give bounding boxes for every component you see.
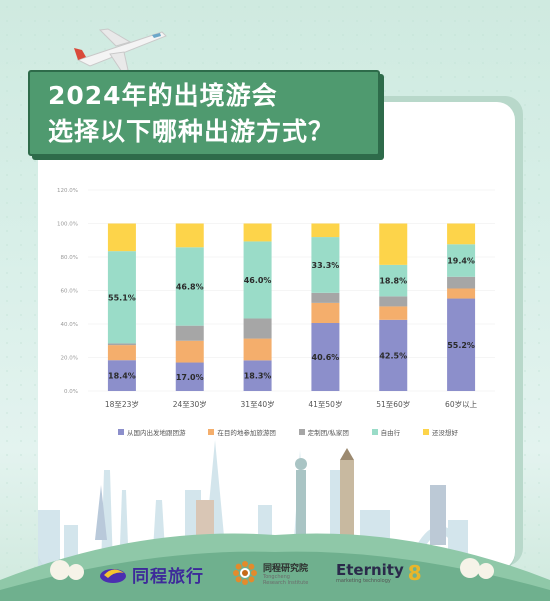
legend-item: 还没想好 [422, 427, 458, 437]
institute-name: 同程研究院 [263, 563, 309, 574]
data-label: 42.5% [379, 351, 407, 360]
bar-segment [447, 223, 476, 245]
legend-item: 在目的地参加旅游团 [208, 427, 276, 437]
bar-segment [175, 325, 204, 341]
eternity-logo: Eternity marketing technology 8 [336, 561, 422, 585]
bar-segment [311, 292, 340, 303]
bar-segment [107, 343, 136, 346]
legend-item: 定制团/私家团 [298, 427, 349, 437]
tongcheng-logo: 同程旅行 [98, 562, 204, 587]
bar-segment [243, 318, 272, 339]
bar-segment [175, 340, 204, 363]
bar-segment [107, 223, 136, 252]
bar-segment [107, 360, 136, 391]
legend-label: 在目的地参加旅游团 [217, 429, 276, 437]
x-tick-label: 41至50岁 [308, 399, 342, 409]
legend-label: 自由行 [380, 429, 401, 437]
bar-segment [243, 360, 272, 391]
data-label: 18.4% [108, 372, 136, 381]
bar-segment [379, 319, 408, 391]
data-label: 33.3% [312, 261, 340, 270]
bar-segment [447, 298, 476, 391]
eternity-mark: 8 [407, 561, 422, 585]
y-tick-label: 100.0% [57, 222, 78, 228]
bar-segment [243, 338, 272, 361]
data-label: 46.0% [244, 276, 272, 285]
bar-segment [447, 244, 476, 277]
data-label: 18.8% [379, 277, 407, 286]
x-tick-label: 51至60岁 [376, 399, 410, 409]
bar-segment [311, 223, 340, 238]
eternity-subtitle: marketing technology [336, 578, 391, 584]
title-line-1: 2024年的出境游会 [48, 81, 278, 110]
x-tick-label: 24至30岁 [173, 399, 207, 409]
x-tick-label: 60岁以上 [445, 399, 478, 409]
bar-segment [447, 288, 476, 299]
legend-swatch [298, 429, 305, 435]
page-title: 2024年的出境游会 选择以下哪种出游方式？ [28, 70, 380, 156]
title-line-2: 选择以下哪种出游方式？ [48, 117, 335, 146]
bar-segment [107, 251, 136, 344]
y-tick-label: 80.0% [61, 255, 78, 261]
x-tick-label: 18至23岁 [105, 399, 139, 409]
legend-item: 从国内出发地跟团游 [118, 427, 186, 437]
bar-segment [107, 345, 136, 361]
y-tick-label: 20.0% [61, 356, 78, 362]
bar-segment [311, 237, 340, 293]
sunflower-icon [233, 561, 257, 585]
bar-segment [175, 247, 204, 326]
legend-label: 定制团/私家团 [307, 429, 349, 437]
bar-segment [311, 302, 340, 323]
data-label: 17.0% [176, 373, 204, 382]
tongcheng-logo-icon [100, 568, 126, 583]
eternity-name: Eternity [336, 561, 404, 579]
y-tick-label: 120.0% [57, 188, 78, 194]
legend-swatch [422, 429, 429, 435]
bar-segment [379, 306, 408, 320]
bar-segment [379, 296, 408, 307]
bar-segment [311, 322, 340, 391]
y-tick-label: 60.0% [61, 289, 78, 295]
legend-label: 从国内出发地跟团游 [127, 429, 186, 437]
data-label: 46.8% [176, 282, 204, 291]
research-institute-logo: 同程研究院 Tongcheng Research Institute [232, 560, 308, 586]
landmarks-illustration [0, 440, 550, 601]
institute-en-2: Research Institute [263, 579, 309, 586]
tongcheng-logo-text: 同程旅行 [132, 567, 204, 587]
airplane-icon [74, 28, 167, 73]
legend-swatch [118, 429, 124, 435]
x-tick-label: 31至40岁 [241, 399, 275, 409]
bar-segment [243, 241, 272, 319]
data-label: 18.3% [244, 372, 272, 381]
y-tick-label: 40.0% [61, 322, 78, 328]
y-tick-label: 0.0% [64, 389, 78, 395]
data-label: 40.6% [312, 353, 340, 362]
legend-item: 自由行 [371, 427, 401, 437]
data-label: 55.1% [108, 293, 136, 302]
bar-segment [175, 362, 204, 391]
data-label: 19.4% [447, 257, 475, 266]
data-label: 55.2% [447, 341, 475, 350]
bar-segment [379, 223, 408, 265]
bar-segment [379, 264, 408, 297]
legend-label: 还没想好 [431, 429, 458, 437]
chart-legend: 从国内出发地跟团游 在目的地参加旅游团 定制团/私家团 自由行 还没想好 [118, 425, 458, 439]
legend-swatch [371, 429, 378, 435]
bar-segment [175, 223, 204, 248]
institute-en-1: Tongcheng [263, 573, 290, 580]
legend-swatch [208, 429, 215, 435]
bar-segment [447, 276, 476, 289]
bar-segment [243, 223, 272, 242]
